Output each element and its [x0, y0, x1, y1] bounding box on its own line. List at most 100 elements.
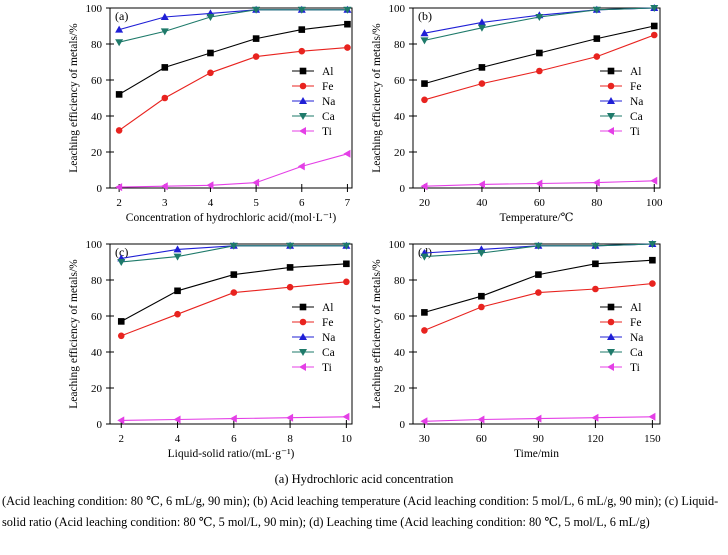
legend-label-na: Na	[322, 332, 335, 344]
data-point-fe	[174, 310, 181, 318]
y-tick-label: 60	[394, 75, 406, 87]
legend-label-fe: Fe	[630, 81, 642, 93]
caption-body: (Acid leaching condition: 80 ℃, 6 mL/g, …	[2, 494, 719, 529]
data-point-fe	[115, 127, 123, 134]
data-point-fe	[344, 44, 351, 51]
data-point-ca	[592, 6, 601, 14]
legend-label-ca: Ca	[630, 111, 643, 123]
data-point-ti	[477, 180, 485, 189]
series-line-na	[118, 9, 348, 31]
y-tick-label: 0	[400, 183, 406, 195]
legend-label-na: Na	[630, 332, 643, 344]
y-tick-label: 100	[389, 239, 406, 251]
x-tick-label: 6	[299, 197, 305, 209]
data-point-na	[115, 25, 124, 33]
y-tick-label: 40	[91, 347, 103, 359]
series-line-ca	[119, 9, 348, 43]
y-tick-label: 80	[91, 39, 103, 51]
data-point-na	[420, 29, 429, 37]
data-point-ti	[160, 182, 168, 191]
x-axis-label: Concentration of hydrochloric acid/(mol·…	[126, 212, 337, 224]
legend-label-fe: Fe	[322, 317, 334, 329]
panel-label: (b)	[418, 9, 432, 23]
data-point-fe	[593, 53, 601, 60]
legend-label-ca: Ca	[322, 347, 335, 359]
data-point-al	[478, 64, 486, 71]
legend-label-fe: Fe	[322, 81, 334, 93]
data-point-ca	[286, 242, 295, 250]
y-tick-label: 20	[91, 147, 103, 159]
legend-marker-al	[299, 303, 307, 311]
data-point-ti	[252, 178, 260, 187]
y-tick-label: 0	[97, 419, 103, 431]
data-point-ca	[115, 39, 124, 47]
data-point-ca	[534, 242, 543, 250]
data-point-al	[343, 260, 350, 268]
data-point-al	[421, 80, 428, 87]
data-point-fe	[252, 53, 260, 60]
legend-label-al: Al	[322, 66, 334, 78]
data-point-ti	[420, 182, 428, 191]
data-point-fe	[535, 289, 542, 296]
y-tick-label: 80	[394, 275, 406, 287]
x-tick-label: 150	[644, 433, 661, 445]
data-point-fe	[343, 278, 350, 286]
legend-label-al: Al	[630, 66, 642, 78]
data-point-ca	[477, 250, 486, 257]
x-tick-label: 4	[175, 433, 181, 445]
x-tick-label: 90	[533, 433, 545, 445]
x-tick-label: 80	[591, 197, 603, 209]
data-point-al	[478, 292, 485, 300]
data-point-al	[650, 22, 658, 30]
data-point-ti	[650, 176, 658, 185]
data-point-al	[286, 264, 294, 271]
data-point-al	[174, 287, 181, 295]
x-tick-label: 120	[587, 433, 604, 445]
y-tick-label: 80	[394, 39, 406, 51]
x-axis-label: Time/min	[514, 448, 559, 460]
data-point-al	[252, 35, 260, 42]
data-point-fe	[161, 94, 169, 102]
data-point-na	[160, 13, 169, 20]
data-point-fe	[478, 303, 485, 311]
data-point-ca	[420, 37, 429, 45]
data-point-ti	[115, 183, 123, 192]
panel-label: (a)	[115, 9, 128, 23]
legend-marker-ti	[299, 363, 306, 371]
x-tick-label: 60	[476, 433, 488, 445]
data-point-al	[592, 260, 599, 268]
data-point-ti	[173, 415, 181, 424]
y-tick-label: 100	[86, 3, 103, 15]
data-point-fe	[592, 285, 599, 293]
legend-label-ti: Ti	[322, 362, 332, 374]
y-tick-label: 20	[91, 383, 103, 395]
y-tick-label: 80	[91, 275, 103, 287]
x-tick-label: 60	[534, 197, 546, 209]
data-point-ti	[297, 162, 305, 171]
legend-marker-ti	[607, 127, 614, 135]
data-point-ti	[477, 415, 485, 424]
data-point-fe	[536, 67, 543, 75]
plot-frame	[109, 7, 353, 189]
y-axis-label: Leaching efficiency of metals/%	[371, 259, 383, 409]
data-point-al	[344, 20, 351, 28]
y-axis-label: Leaching efficiency of metals/%	[68, 23, 80, 173]
legend-marker-fe	[299, 318, 307, 326]
x-tick-label: 100	[646, 197, 663, 209]
series-line-ti	[119, 153, 348, 188]
data-point-al	[115, 91, 123, 98]
legend-marker-al	[607, 67, 615, 75]
legend-label-ti: Ti	[630, 126, 640, 138]
legend-marker-ti	[299, 127, 306, 135]
data-point-ti	[206, 181, 214, 190]
data-point-fe	[421, 96, 428, 104]
data-point-ca	[648, 241, 657, 248]
legend-label-ca: Ca	[322, 111, 335, 123]
legend-label-ca: Ca	[630, 347, 643, 359]
legend-marker-na	[299, 333, 307, 340]
data-point-al	[298, 26, 306, 33]
data-point-al	[535, 271, 542, 278]
legend-marker-ca	[607, 113, 615, 120]
data-point-ca	[477, 24, 486, 32]
